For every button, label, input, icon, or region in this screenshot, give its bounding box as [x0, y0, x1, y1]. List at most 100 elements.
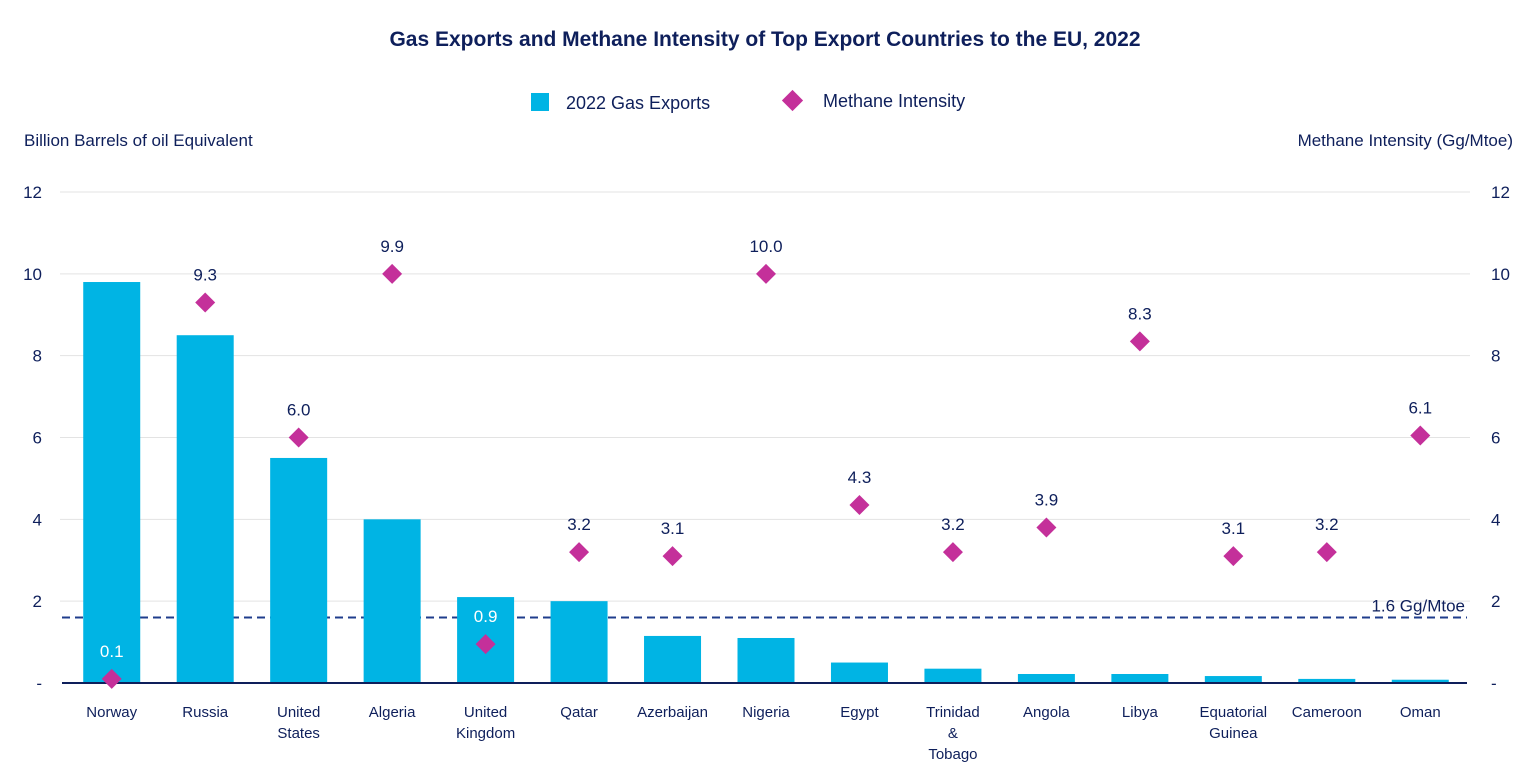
category-label-line: Norway [86, 704, 137, 721]
methane-label-united-kingdom: 0.9 [474, 607, 498, 626]
category-label-united-kingdom: United Kingdom [456, 704, 515, 742]
category-labels: Norway Russia United States Algeria United Kin… [86, 704, 1440, 763]
right-tick-12: 12 [1491, 183, 1510, 202]
methane-markers [101, 263, 1431, 689]
methane-label-libya: 8.3 [1128, 304, 1152, 323]
category-label-line: United [277, 704, 320, 721]
left-tick-2: 2 [33, 592, 42, 611]
chart-title: Gas Exports and Methane Intensity of Top… [389, 28, 1140, 51]
bars [83, 282, 1449, 683]
legend-swatch-gas-exports [531, 93, 549, 111]
methane-marker-angola [1036, 517, 1057, 538]
axes: - - 2 2 4 4 6 6 8 8 10 10 12 12 [23, 183, 1510, 693]
category-label-united-states: United States [277, 704, 320, 742]
methane-marker-trinidad-tobago [942, 542, 963, 563]
left-tick-12: 12 [23, 183, 42, 202]
bar-norway [83, 282, 141, 683]
left-tick-10: 10 [23, 265, 42, 284]
category-label-line: Kingdom [456, 725, 515, 742]
data-labels: 0.1 9.3 6.0 9.9 0.9 3.2 3.1 10.0 4.3 3.2 3.9 8.3 3.1… [100, 237, 1432, 661]
methane-marker-algeria [382, 263, 403, 284]
methane-marker-egypt [849, 495, 870, 516]
methane-marker-russia [195, 292, 216, 313]
bar-qatar [550, 601, 608, 683]
bar-trinidad-tobago [924, 668, 982, 683]
category-label-norway: Norway [86, 704, 137, 721]
category-label-oman: Oman [1400, 704, 1441, 721]
category-label-line: Angola [1023, 704, 1070, 721]
left-tick-8: 8 [33, 347, 42, 366]
category-label-line: Guinea [1209, 725, 1258, 742]
methane-label-algeria: 9.9 [380, 237, 404, 256]
right-tick-10: 10 [1491, 265, 1510, 284]
bar-equatorial-guinea [1204, 676, 1262, 683]
methane-marker-nigeria [756, 263, 776, 284]
category-label-line: States [277, 725, 320, 742]
methane-label-norway: 0.1 [100, 642, 124, 661]
category-label-line: Cameroon [1292, 704, 1362, 721]
bar-azerbaijan [644, 635, 702, 683]
left-axis-title: Billion Barrels of oil Equivalent [24, 131, 253, 150]
category-label-line: & [948, 725, 958, 742]
bar-egypt [830, 662, 888, 683]
category-label-trinidad-tobago: Trinidad & Tobago [926, 704, 980, 763]
category-label-line: Russia [182, 704, 229, 721]
category-label-line: Qatar [560, 704, 598, 721]
methane-marker-equatorial-guinea [1223, 546, 1244, 567]
right-tick-4: 4 [1491, 510, 1500, 529]
category-label-line: Egypt [840, 704, 879, 721]
methane-label-egypt: 4.3 [848, 468, 872, 487]
category-label-equatorial-guinea: Equatorial Guinea [1200, 704, 1268, 742]
methane-label-angola: 3.9 [1035, 491, 1059, 510]
bar-united-states [270, 457, 328, 683]
category-label-angola: Angola [1023, 704, 1070, 721]
methane-label-cameroon: 3.2 [1315, 515, 1339, 534]
right-tick-2: 2 [1491, 592, 1500, 611]
right-tick-6: 6 [1491, 429, 1500, 448]
category-label-russia: Russia [182, 704, 229, 721]
reference-line-label: 1.6 Gg/Mtoe [1371, 597, 1465, 616]
bar-angola [1017, 673, 1075, 683]
bar-oman [1391, 679, 1449, 683]
legend: 2022 Gas Exports Methane Intensity [531, 89, 965, 113]
bar-algeria [363, 519, 421, 683]
methane-label-qatar: 3.2 [567, 515, 591, 534]
left-tick-0: - [36, 674, 42, 693]
methane-marker-libya [1129, 331, 1150, 352]
legend-label-methane-intensity: Methane Intensity [823, 91, 965, 111]
right-tick-0: - [1491, 674, 1497, 693]
category-label-qatar: Qatar [560, 704, 598, 721]
category-label-line: Libya [1122, 704, 1159, 721]
category-label-line: Trinidad [926, 704, 980, 721]
methane-marker-cameroon [1316, 542, 1337, 563]
right-axis-title: Methane Intensity (Gg/Mtoe) [1298, 131, 1513, 150]
category-label-libya: Libya [1122, 704, 1159, 721]
right-tick-8: 8 [1491, 347, 1500, 366]
category-label-line: Algeria [369, 704, 416, 721]
legend-label-gas-exports: 2022 Gas Exports [566, 93, 710, 113]
methane-marker-oman [1410, 425, 1431, 446]
category-label-nigeria: Nigeria [742, 704, 790, 721]
category-label-algeria: Algeria [369, 704, 416, 721]
category-label-egypt: Egypt [840, 704, 879, 721]
category-label-line: Equatorial [1200, 704, 1268, 721]
category-label-line: Nigeria [742, 704, 790, 721]
methane-marker-norway [101, 668, 122, 689]
methane-label-russia: 9.3 [193, 265, 217, 284]
bar-cameroon [1298, 678, 1356, 683]
methane-label-equatorial-guinea: 3.1 [1222, 519, 1246, 538]
methane-label-azerbaijan: 3.1 [661, 519, 685, 538]
methane-marker-united-kingdom [475, 634, 496, 655]
methane-label-trinidad-tobago: 3.2 [941, 515, 965, 534]
legend-swatch-methane-intensity [781, 89, 804, 112]
category-label-line: Azerbaijan [637, 704, 708, 721]
methane-marker-united-states [288, 427, 309, 448]
category-label-line: Oman [1400, 704, 1441, 721]
methane-label-nigeria: 10.0 [749, 237, 782, 256]
methane-marker-qatar [569, 542, 590, 563]
bar-russia [176, 335, 234, 683]
bar-libya [1111, 673, 1169, 683]
left-tick-4: 4 [33, 510, 42, 529]
category-label-line: United [464, 704, 507, 721]
